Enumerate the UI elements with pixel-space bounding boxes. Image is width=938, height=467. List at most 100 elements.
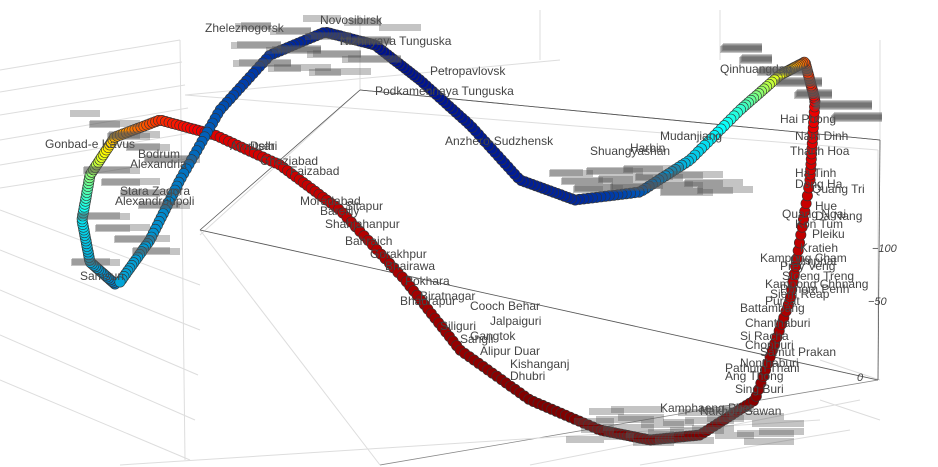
overlapping-label-clutter — [231, 42, 281, 49]
overlapping-label-clutter — [272, 46, 321, 53]
point-label: Nonthaburi — [740, 356, 799, 370]
overlapping-label-clutter — [721, 45, 762, 52]
overlapping-label-clutter — [633, 439, 674, 446]
overlapping-label-clutter — [815, 101, 872, 108]
overlapping-label-clutter — [239, 59, 291, 66]
overlapping-label-clutter — [647, 182, 703, 189]
overlapping-label-clutter — [83, 167, 140, 174]
point-label: Jalpaiguri — [490, 314, 541, 328]
overlapping-label-clutter — [237, 41, 281, 48]
overlapping-label-clutter — [586, 168, 643, 175]
overlapping-label-clutter — [342, 56, 401, 63]
gridline — [199, 229, 381, 466]
point-label: Chanthaburi — [745, 316, 810, 330]
overlapping-label-clutter — [776, 80, 822, 87]
overlapping-label-clutter — [575, 184, 613, 191]
point-label: Pokhara — [405, 274, 450, 288]
overlapping-label-clutter — [623, 166, 663, 173]
point-label: Siem Reap — [770, 287, 830, 301]
tick-label-right-axis-0: 0 — [857, 372, 864, 384]
overlapping-label-clutter — [698, 186, 753, 193]
point-label: Qinhuangdao — [720, 62, 792, 76]
point-label: Pathum Thani — [725, 361, 800, 375]
overlapping-label-clutter — [834, 112, 882, 119]
overlapping-label-clutter — [678, 409, 734, 416]
gridline — [0, 107, 189, 141]
point-label: Hai Phong — [780, 112, 836, 126]
overlapping-label-clutter — [670, 427, 724, 434]
overlapping-label-clutter — [132, 248, 180, 255]
point-label: Pursat — [765, 294, 800, 308]
overlapping-label-clutter — [109, 131, 160, 138]
gridline — [184, 94, 879, 151]
point-label: Bodrum — [138, 147, 180, 161]
overlapping-label-clutter — [832, 114, 882, 121]
point-label: Sangli — [460, 332, 493, 346]
overlapping-label-clutter — [348, 55, 401, 62]
overlapping-label-clutter — [566, 436, 604, 443]
point-label: Samut Prakan — [760, 345, 836, 359]
overlapping-label-clutter — [797, 89, 832, 96]
gridline — [819, 359, 881, 381]
point-label: Gorakhpur — [370, 247, 427, 261]
overlapping-label-clutter — [270, 28, 311, 35]
gridline — [0, 379, 191, 461]
point-label: Alexandria — [130, 157, 187, 171]
overlapping-label-clutter — [779, 77, 822, 84]
point-label: Quang Ngai — [782, 207, 846, 221]
overlapping-label-clutter — [596, 416, 654, 423]
point-labels: Gonbad-e Kavus Shahjahanpur Sitapur Bahraic… — [45, 13, 882, 446]
point-label: Sing Buri — [735, 382, 784, 396]
overlapping-label-clutter — [610, 184, 653, 191]
overlapping-label-clutter — [833, 113, 882, 120]
overlapping-label-clutter — [722, 405, 754, 412]
point-label: Delhi — [250, 139, 277, 153]
overlapping-label-clutter — [562, 177, 603, 184]
overlapping-label-clutter — [266, 47, 321, 54]
axis-line — [877, 139, 881, 381]
overlapping-label-clutter — [778, 78, 822, 85]
point-label: Ang Thong — [725, 369, 784, 383]
overlapping-label-clutter — [737, 430, 794, 437]
overlapping-label-clutter — [777, 79, 822, 86]
data-point[interactable] — [114, 276, 126, 288]
overlapping-label-clutter — [268, 65, 301, 72]
overlapping-label-clutter — [648, 181, 693, 188]
overlapping-label-clutter — [84, 166, 130, 173]
gridline — [0, 84, 186, 116]
gridline — [0, 39, 181, 71]
point-label: Novosibirsk — [320, 13, 383, 27]
overlapping-label-clutter — [740, 56, 772, 63]
scatter-trace[interactable] — [76, 26, 821, 446]
overlapping-label-clutter — [133, 247, 170, 254]
overlapping-label-clutter — [305, 33, 351, 40]
overlapping-label-clutter — [274, 64, 331, 71]
overlapping-label-clutter — [101, 179, 140, 186]
overlapping-label-clutter — [581, 426, 614, 433]
overlapping-label-clutter — [235, 23, 271, 30]
overlapping-label-clutter — [315, 68, 371, 75]
overlapping-label-clutter — [742, 54, 772, 61]
point-label: Ghaziabad — [260, 154, 318, 168]
point-label: Hue — [815, 199, 837, 213]
point-label: Anzhero-Sudzhensk — [445, 134, 554, 148]
overlapping-label-clutter — [611, 183, 643, 190]
point-label: Zheleznogorsk — [205, 21, 285, 35]
overlapping-label-clutter — [107, 133, 150, 140]
point-label: Kampong Cham — [760, 251, 847, 265]
point-label: Siliguri — [440, 319, 476, 333]
overlapping-label-clutter — [241, 22, 271, 29]
overlapping-label-clutter — [685, 179, 743, 186]
overlapping-label-clutter — [700, 407, 744, 414]
tick-label-right-axis-50: −50 — [868, 296, 888, 308]
point-label: Shuangyashan — [590, 144, 670, 158]
overlapping-label-clutter — [379, 24, 421, 31]
overlapping-label-clutter — [729, 413, 784, 420]
overlapping-label-clutter — [722, 44, 762, 51]
point-label: Moradabad — [300, 194, 361, 208]
overlapping-label-clutter — [139, 201, 180, 208]
overlapping-label-clutter — [96, 224, 150, 231]
overlapping-label-clutter — [673, 171, 723, 178]
overlapping-label-clutter — [145, 155, 190, 162]
